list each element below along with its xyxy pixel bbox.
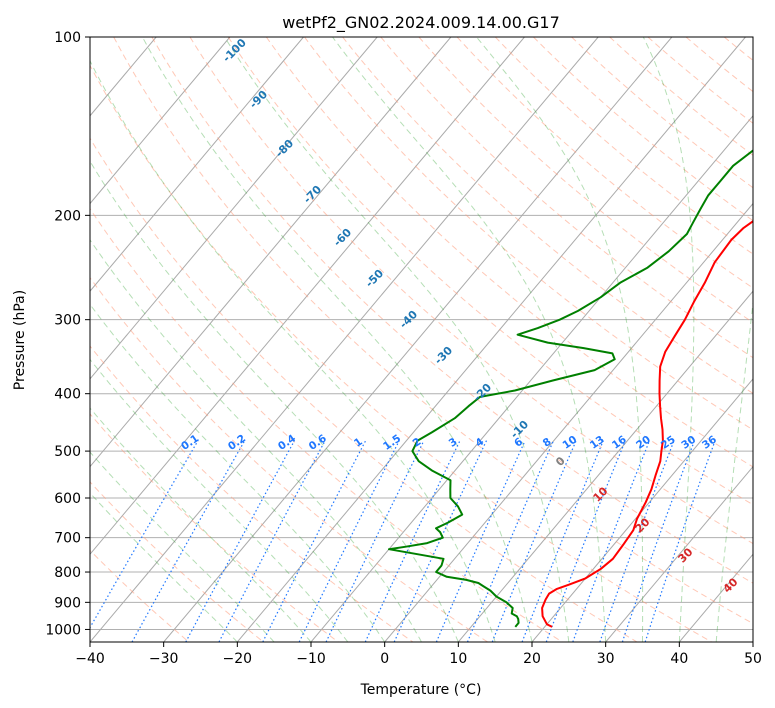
moist-adiabat-line (90, 160, 459, 642)
x-tick-label: −10 (296, 651, 326, 667)
isotherm-line (90, 37, 525, 556)
pressure-gridlines (90, 36, 753, 630)
y-tick-label: 500 (54, 444, 81, 460)
x-axis-label: Temperature (°C) (360, 682, 482, 698)
dry-adiabat-line (90, 481, 264, 642)
isotherm-line (310, 115, 753, 642)
x-tick-label: −40 (75, 651, 105, 667)
background-lines (90, 37, 753, 642)
moist-adiabat-line (90, 239, 422, 642)
x-tick-label: 20 (523, 651, 541, 667)
x-tick-label: −30 (149, 651, 179, 667)
moist-adiabat-line (224, 37, 570, 642)
y-tick-label: 1000 (45, 622, 81, 638)
isotherm-line (90, 37, 452, 468)
y-tick-label: 600 (54, 491, 81, 507)
moist-adiabat-line (476, 37, 644, 642)
moist-adiabat-line (715, 298, 753, 642)
y-tick-label: 700 (54, 531, 81, 547)
moist-adiabat-line (90, 303, 386, 642)
dry-adiabat-line (380, 37, 753, 359)
dewpoint-profile-line (388, 149, 753, 628)
x-axis-ticks: −40 −30 −20 −10 0 10 20 30 40 50 (75, 642, 762, 667)
moist-adiabat-line (642, 37, 695, 642)
y-tick-label: 200 (54, 208, 81, 224)
dry-adiabat-line (151, 37, 753, 584)
x-tick-label: 0 (380, 651, 389, 667)
x-tick-label: 50 (744, 651, 762, 667)
y-tick-label: 300 (54, 313, 81, 329)
moist-adiabat-line (141, 37, 533, 642)
mixing-ratio-line (298, 440, 400, 642)
dry-adiabat-line (90, 64, 712, 642)
isotherm-line (605, 465, 753, 642)
profile-series (388, 149, 753, 628)
isotherm-line (531, 378, 753, 642)
isotherm-line (163, 37, 673, 642)
dry-adiabat-line (456, 37, 753, 289)
moist-adiabat-line (332, 37, 607, 642)
isotherm-line (90, 37, 304, 292)
y-tick-label: 400 (54, 387, 81, 403)
isotherm-line (90, 37, 231, 205)
chart-title: wetPf2_GN02.2024.009.14.00.G17 (282, 13, 560, 33)
y-tick-label: 100 (54, 30, 81, 46)
isotherm-line (457, 290, 753, 642)
dry-adiabat-line (90, 137, 638, 642)
mixing-ratio-line (90, 440, 199, 629)
mixing-ratio-line (325, 440, 425, 642)
moist-adiabat-line (90, 407, 312, 642)
moist-adiabat-line (90, 59, 496, 642)
dry-adiabat-line (533, 37, 753, 222)
dry-adiabat-line (304, 37, 753, 431)
plot-frame (89, 36, 754, 643)
x-tick-label: 10 (449, 651, 467, 667)
mixing-ratio-line (466, 440, 555, 642)
mixing-ratio-line (393, 440, 488, 642)
isotherm-line (90, 37, 599, 642)
dry-adiabat-line (418, 37, 753, 324)
x-tick-label: 30 (597, 651, 615, 667)
mixing-ratio-line (435, 440, 526, 642)
moist-adiabat-line (90, 358, 349, 642)
y-axis-label: Pressure (hPa) (12, 290, 28, 390)
y-tick-label: 800 (54, 565, 81, 581)
dry-adiabat-line (90, 413, 339, 642)
temperature-profile-line (541, 220, 753, 628)
mixing-ratio-line (185, 440, 296, 642)
y-tick-label: 900 (54, 595, 81, 611)
dry-adiabat-line (90, 207, 563, 642)
dry-adiabat-line (571, 37, 753, 189)
x-tick-label: 40 (670, 651, 688, 667)
isotherm-line (384, 202, 753, 642)
dry-adiabat-line (342, 37, 753, 394)
mixing-ratio-line (621, 440, 696, 642)
dry-adiabat-line (227, 37, 753, 506)
y-axis-ticks: 100 200 300 400 500 600 700 800 900 1000 (45, 30, 90, 638)
mixing-ratio-line (131, 440, 246, 642)
mixing-ratio-line (599, 440, 675, 642)
isotherm-line (236, 37, 746, 642)
dry-adiabat-line (189, 37, 753, 545)
x-tick-label: −20 (223, 651, 253, 667)
isotherm-line (90, 37, 378, 380)
